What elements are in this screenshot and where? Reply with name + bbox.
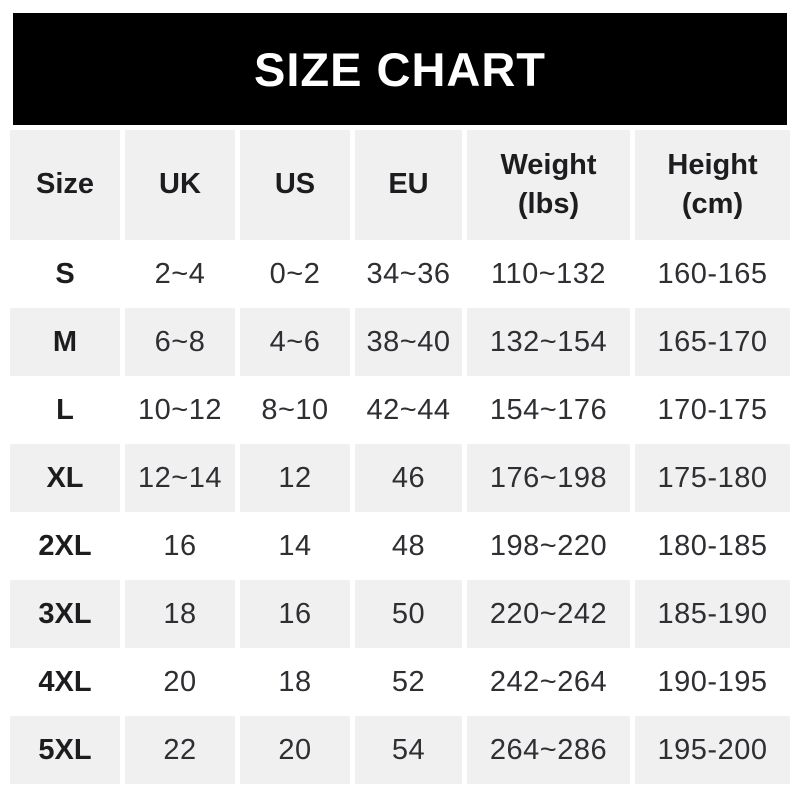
size-chart-banner: SIZE CHART [13, 13, 787, 125]
cell-us: 4~6 [240, 308, 350, 376]
cell-eu: 38~40 [355, 308, 462, 376]
cell-weight: 154~176 [467, 376, 630, 444]
cell-weight: 220~242 [467, 580, 630, 648]
table-row: M 6~8 4~6 38~40 132~154 165-170 [10, 308, 790, 376]
cell-eu: 48 [355, 512, 462, 580]
cell-height: 175-180 [635, 444, 790, 512]
cell-us: 14 [240, 512, 350, 580]
cell-weight: 132~154 [467, 308, 630, 376]
column-header-weight: Weight (lbs) [467, 130, 630, 240]
cell-uk: 12~14 [125, 444, 235, 512]
column-header-us: US [240, 130, 350, 240]
cell-height: 160-165 [635, 240, 790, 308]
cell-uk: 22 [125, 716, 235, 784]
size-table-body: S 2~4 0~2 34~36 110~132 160-165 M 6~8 4~6 38~40 13… [10, 240, 790, 784]
cell-uk: 6~8 [125, 308, 235, 376]
cell-size: S [10, 240, 120, 308]
cell-us: 0~2 [240, 240, 350, 308]
column-header-size: Size [10, 130, 120, 240]
cell-eu: 42~44 [355, 376, 462, 444]
table-row: S 2~4 0~2 34~36 110~132 160-165 [10, 240, 790, 308]
size-table: Size UK US EU Weight (lbs) Height (cm) S 2~4 0~… [5, 130, 795, 784]
table-row: L 10~12 8~10 42~44 154~176 170-175 [10, 376, 790, 444]
cell-height: 165-170 [635, 308, 790, 376]
cell-weight: 242~264 [467, 648, 630, 716]
cell-size: 3XL [10, 580, 120, 648]
cell-height: 185-190 [635, 580, 790, 648]
cell-weight: 176~198 [467, 444, 630, 512]
cell-uk: 10~12 [125, 376, 235, 444]
cell-height: 170-175 [635, 376, 790, 444]
cell-weight: 110~132 [467, 240, 630, 308]
header-row: Size UK US EU Weight (lbs) Height (cm) [10, 130, 790, 240]
cell-us: 20 [240, 716, 350, 784]
table-row: 5XL 22 20 54 264~286 195-200 [10, 716, 790, 784]
table-row: 3XL 18 16 50 220~242 185-190 [10, 580, 790, 648]
column-header-uk: UK [125, 130, 235, 240]
column-header-eu: EU [355, 130, 462, 240]
table-row: 4XL 20 18 52 242~264 190-195 [10, 648, 790, 716]
cell-uk: 16 [125, 512, 235, 580]
cell-eu: 34~36 [355, 240, 462, 308]
cell-us: 8~10 [240, 376, 350, 444]
cell-weight: 264~286 [467, 716, 630, 784]
cell-us: 16 [240, 580, 350, 648]
cell-eu: 52 [355, 648, 462, 716]
cell-eu: 46 [355, 444, 462, 512]
table-row: XL 12~14 12 46 176~198 175-180 [10, 444, 790, 512]
cell-size: 4XL [10, 648, 120, 716]
cell-uk: 2~4 [125, 240, 235, 308]
table-row: 2XL 16 14 48 198~220 180-185 [10, 512, 790, 580]
cell-us: 12 [240, 444, 350, 512]
cell-weight: 198~220 [467, 512, 630, 580]
cell-size: M [10, 308, 120, 376]
cell-height: 195-200 [635, 716, 790, 784]
cell-uk: 20 [125, 648, 235, 716]
cell-eu: 54 [355, 716, 462, 784]
cell-size: L [10, 376, 120, 444]
cell-us: 18 [240, 648, 350, 716]
cell-uk: 18 [125, 580, 235, 648]
cell-size: 2XL [10, 512, 120, 580]
page-title: SIZE CHART [254, 42, 546, 96]
cell-size: XL [10, 444, 120, 512]
cell-height: 180-185 [635, 512, 790, 580]
cell-size: 5XL [10, 716, 120, 784]
cell-height: 190-195 [635, 648, 790, 716]
cell-eu: 50 [355, 580, 462, 648]
column-header-height: Height (cm) [635, 130, 790, 240]
